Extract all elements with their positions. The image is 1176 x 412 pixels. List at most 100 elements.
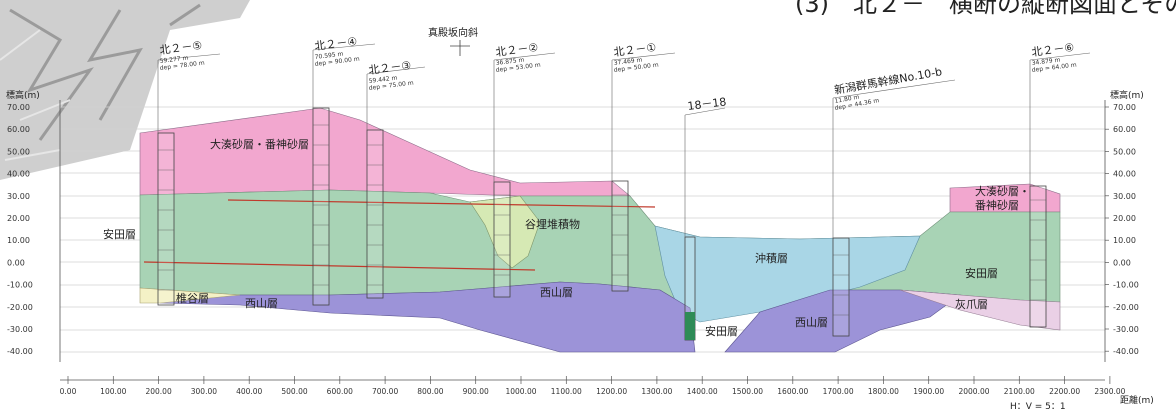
- y-tick-label: -40.00: [7, 347, 33, 356]
- borehole-label: 北２－③: [368, 59, 412, 77]
- borehole-hatching: [158, 124, 1046, 316]
- x-tick-label: 400.00: [236, 387, 262, 396]
- x-tick-label: 300.00: [191, 387, 217, 396]
- layer-label: 西山層: [540, 286, 573, 299]
- y-tick-label: -20.00: [7, 303, 33, 312]
- borehole-column-kita2-6: [1029, 185, 1047, 328]
- x-tick-label: 1700.00: [823, 387, 854, 396]
- x-tick-label: 100.00: [100, 387, 126, 396]
- y-tick-label: 50.00: [7, 147, 30, 156]
- y-tick-label: 10.00: [1113, 236, 1136, 245]
- borehole-labels: 北２－⑤ 59.277 m dep = 78.00 m 北２－④ 70.595 …: [159, 35, 1077, 113]
- y-axis-label-left: 標高(m): [6, 89, 40, 101]
- borehole-label: 18－18: [687, 95, 727, 113]
- y-tick-label: -30.00: [1113, 325, 1139, 334]
- x-tick-label: 1100.00: [551, 387, 582, 396]
- x-tick-label: 2000.00: [958, 387, 989, 396]
- borehole-column-kita2-3: [366, 129, 384, 299]
- x-tick-label: 900.00: [463, 387, 489, 396]
- y-tick-label: -10.00: [7, 281, 33, 290]
- layer-label: 谷埋堆積物: [525, 217, 580, 231]
- borehole-column-shinkan: [832, 237, 850, 337]
- x-tick-label: 1200.00: [596, 387, 627, 396]
- svg-text:59.442 m: 59.442 m: [368, 75, 398, 85]
- borehole-label: 北２－④: [314, 35, 358, 53]
- x-tick-label: 0.00: [60, 387, 77, 396]
- x-tick-label: 1600.00: [777, 387, 808, 396]
- layer-haizume: [899, 289, 1061, 331]
- svg-text:59.277 m: 59.277 m: [159, 55, 189, 65]
- svg-text:36.875 m: 36.875 m: [495, 57, 525, 67]
- layer-labels: 大湊砂層・番神砂層 大湊砂層・ 番神砂層 安田層 安田層 安田層 谷埋堆積物 沖…: [103, 137, 1030, 338]
- layer-tanimae: [469, 195, 541, 269]
- layer-label: 西山層: [245, 297, 278, 310]
- layer-label: 番神砂層: [975, 198, 1019, 212]
- layer-label: 西山層: [795, 316, 828, 329]
- anticline-label: 真殿坂向斜: [428, 26, 478, 39]
- borehole-label: 北２－⑤: [159, 39, 203, 57]
- layer-otaminato-sand: [139, 107, 631, 197]
- x-tick-label: 200.00: [145, 387, 171, 396]
- anticline-marker: 真殿坂向斜: [428, 26, 478, 56]
- layer-label: 灰爪層: [955, 297, 988, 311]
- layer-otaminato-sand-right: [949, 183, 1061, 213]
- layer-shiiya: [139, 287, 241, 304]
- layer-label: 椎谷層: [176, 291, 209, 305]
- y-axis-ticks-left: 70.00 60.00 50.00 40.00 30.00 20.00 10.00 0.00 -…: [7, 103, 33, 356]
- borehole-columns: [157, 107, 1047, 341]
- y-tick-label: 50.00: [1113, 147, 1136, 156]
- y-tick-label: 10.00: [7, 236, 30, 245]
- section-header-text: (3) 北２－ 横断の縦断図面とその解釈: [795, 0, 1176, 18]
- y-axis-ticks-right: 70.00 60.00 50.00 40.00 30.00 20.00 10.00 0.00 -…: [1105, 103, 1139, 356]
- x-tick-label: 1300.00: [641, 387, 672, 396]
- geologic-layers: [139, 107, 1061, 353]
- y-tick-label: 40.00: [7, 170, 30, 179]
- layer-label: 沖積層: [755, 251, 788, 265]
- borehole-label: 北２－①: [613, 41, 657, 59]
- x-tick-label: 1500.00: [732, 387, 763, 396]
- x-tick-label: 600.00: [327, 387, 353, 396]
- x-tick-label: 2200.00: [1049, 387, 1080, 396]
- borehole-18-18-base: [685, 312, 695, 340]
- x-tick-label: 1000.00: [505, 387, 536, 396]
- borehole-label: 新潟群馬幹線No.10-b: [833, 64, 943, 97]
- x-tick-label: 2100.00: [1004, 387, 1035, 396]
- y-tick-label: 40.00: [1113, 170, 1136, 179]
- borehole-column-kita2-4: [312, 107, 330, 306]
- y-tick-label: -40.00: [1113, 347, 1139, 356]
- borehole-column-kita2-2: [493, 181, 511, 298]
- axes: [59, 100, 1106, 381]
- y-tick-label: 60.00: [1113, 125, 1136, 134]
- borehole-leaders: [157, 43, 1091, 238]
- fault-trace-lines: [143, 199, 656, 271]
- x-axis-ticks: 0.00 100.00 200.00 300.00 400.00 500.00 600.00…: [60, 376, 1126, 396]
- map-fragment-image: [0, 0, 250, 180]
- y-tick-label: 20.00: [1113, 214, 1136, 223]
- y-tick-label: 30.00: [7, 192, 30, 201]
- y-tick-label: -10.00: [1113, 281, 1139, 290]
- layer-label: 安田層: [705, 324, 738, 338]
- y-tick-label: 20.00: [7, 214, 30, 223]
- scale-ratio: H：V = 5：1: [1010, 402, 1066, 412]
- borehole-column-kita2-1: [611, 180, 629, 292]
- x-tick-label: 500.00: [281, 387, 307, 396]
- y-tick-label: 30.00: [1113, 192, 1136, 201]
- y-tick-label: 0.00: [1113, 258, 1131, 267]
- x-tick-label: 1900.00: [913, 387, 944, 396]
- x-tick-label: 1400.00: [687, 387, 718, 396]
- svg-text:34.879 m: 34.879 m: [1031, 57, 1061, 67]
- y-axis-label-right: 標高(m): [1110, 89, 1144, 101]
- layer-label: 大湊砂層・番神砂層: [210, 137, 309, 151]
- x-tick-label: 700.00: [372, 387, 398, 396]
- borehole-label: 北２－⑥: [1031, 41, 1075, 59]
- y-tick-label: 70.00: [1113, 103, 1136, 112]
- x-tick-label: 800.00: [417, 387, 443, 396]
- y-tick-label: -20.00: [1113, 303, 1139, 312]
- layer-label: 安田層: [103, 227, 136, 241]
- x-axis-label: 距離(m): [1120, 394, 1154, 406]
- y-tick-label: 60.00: [7, 125, 30, 134]
- svg-text:37.469 m: 37.469 m: [613, 57, 643, 67]
- x-tick-label: 2300.00: [1094, 387, 1125, 396]
- y-tick-label: 70.00: [7, 103, 30, 112]
- svg-text:11.80 m: 11.80 m: [834, 94, 860, 105]
